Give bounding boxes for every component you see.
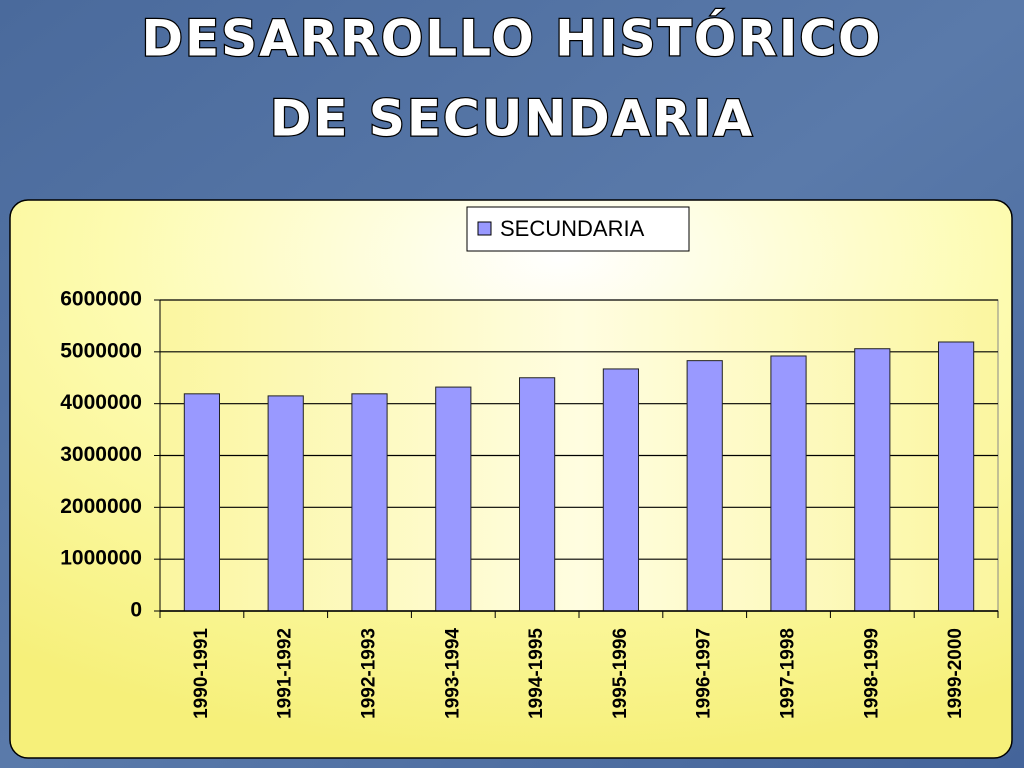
bar xyxy=(602,368,639,612)
bar xyxy=(770,355,807,612)
bar xyxy=(435,386,472,612)
x-tick-label: 1993-1994 xyxy=(442,628,463,719)
x-tick-label: 1990-1991 xyxy=(191,628,212,719)
legend-swatch xyxy=(477,221,492,236)
y-tick-label: 5000000 xyxy=(60,339,142,362)
bar xyxy=(183,393,220,612)
x-tick-label: 1995-1996 xyxy=(610,628,631,719)
y-tick-label: 2000000 xyxy=(60,495,142,518)
x-tick-label: 1998-1999 xyxy=(861,628,882,719)
y-tick-label: 1000000 xyxy=(60,547,142,570)
x-tick-label: 1999-2000 xyxy=(945,628,966,719)
x-tick-label: 1994-1995 xyxy=(526,628,547,719)
bar xyxy=(938,341,975,612)
bar xyxy=(686,360,723,612)
title-line: DE SECUNDARIA xyxy=(270,90,754,148)
bar xyxy=(519,377,556,612)
x-tick-label: 1997-1998 xyxy=(778,628,799,719)
title-line: DESARROLLO HISTÓRICO xyxy=(141,9,882,68)
y-tick-label: 0 xyxy=(130,599,142,622)
bar xyxy=(854,348,891,612)
bar xyxy=(267,395,304,612)
bar xyxy=(351,393,388,612)
x-tick-label: 1992-1993 xyxy=(359,628,380,719)
y-tick-label: 3000000 xyxy=(60,443,142,466)
x-tick-label: 1991-1992 xyxy=(275,628,296,719)
y-tick-label: 4000000 xyxy=(60,391,142,414)
x-tick-label: 1996-1997 xyxy=(694,628,715,719)
legend-label: SECUNDARIA xyxy=(500,216,645,241)
legend: SECUNDARIA xyxy=(466,206,690,252)
legend-box xyxy=(466,206,690,252)
y-tick-label: 6000000 xyxy=(60,288,142,311)
